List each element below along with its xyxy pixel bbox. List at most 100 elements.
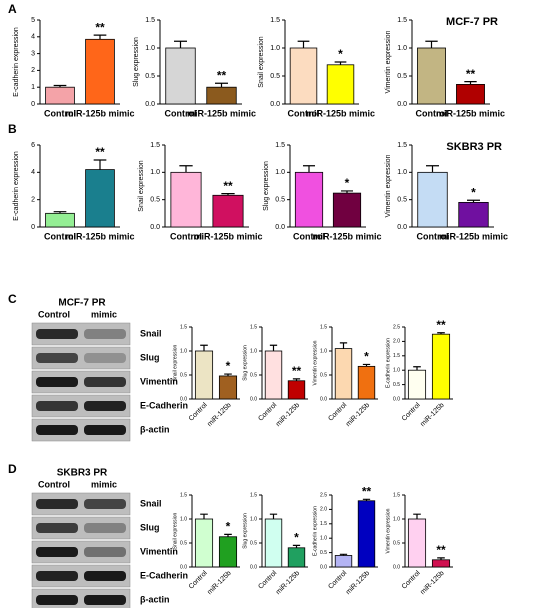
y-tick-label: 1.5	[397, 142, 407, 149]
bar	[417, 47, 446, 105]
y-tick-label: 1.0	[145, 45, 155, 52]
blot-band-label: E-Cadherin	[140, 570, 188, 580]
error-bar	[93, 34, 107, 40]
blot-strip	[31, 322, 131, 346]
y-axis-label: E-cadherin expression	[13, 27, 20, 97]
y-tick-label: 0.5	[397, 197, 407, 204]
blot-strip	[31, 346, 131, 370]
y-axis-label: E-cadherin expression	[385, 338, 391, 388]
significance: *	[294, 531, 299, 545]
blot-column: mimic	[91, 309, 117, 319]
y-tick-label: 0.0	[275, 224, 285, 231]
bar	[165, 47, 196, 105]
y-tick-label: 0.5	[320, 372, 327, 378]
y-axis-label: Vimentin expression	[385, 508, 391, 553]
x-tick-label: Control	[170, 231, 202, 241]
y-tick-label: 1.0	[250, 348, 257, 354]
blot-band	[36, 401, 78, 411]
error-bar	[174, 40, 187, 48]
y-tick-label: 2.0	[393, 339, 400, 345]
y-tick-label: 1.0	[397, 169, 407, 176]
error-bar	[464, 81, 477, 85]
blot-band	[84, 571, 126, 581]
blot-strip	[31, 516, 131, 540]
bar	[287, 380, 306, 400]
y-tick-label: 0.0	[393, 396, 400, 402]
y-tick-label: 0.5	[250, 372, 257, 378]
blot-column: Control	[38, 479, 70, 489]
bar	[45, 86, 75, 105]
y-tick-label: 0.0	[180, 396, 187, 402]
y-tick-label: 0.0	[150, 224, 160, 231]
error-bar	[302, 165, 316, 173]
x-tick-label: miR-125b mimic	[436, 108, 505, 118]
error-bar	[179, 165, 193, 173]
blot-band	[36, 499, 78, 509]
x-tick-label: Control	[257, 401, 278, 422]
error-bar	[339, 553, 348, 556]
y-tick-label: 0.0	[270, 101, 280, 108]
y-axis-label: Snail expression	[172, 512, 178, 549]
significance: *	[226, 520, 231, 534]
error-bar	[437, 557, 445, 560]
blot-band-label: Vimentin	[140, 376, 178, 386]
bar	[332, 192, 362, 228]
blot-band-label: Vimentin	[140, 546, 178, 556]
error-bar	[53, 84, 67, 88]
blot-band	[36, 595, 78, 605]
chart-title: SKBR3 PR	[446, 141, 502, 153]
y-tick-label: 6	[31, 142, 35, 149]
y-tick-label: 0.5	[180, 372, 187, 378]
y-tick-label: 1.0	[393, 368, 400, 374]
blot-band	[84, 401, 126, 411]
bar	[194, 518, 214, 568]
y-tick-label: 0.5	[180, 540, 187, 546]
x-tick-label: miR-125b	[275, 570, 301, 596]
y-tick-label: 1.5	[275, 142, 285, 149]
y-tick-label: 2.0	[320, 507, 327, 513]
x-tick-label: Control	[327, 569, 348, 590]
y-tick-label: 1.0	[275, 169, 285, 176]
error-bar	[362, 363, 371, 367]
bar	[264, 518, 283, 568]
bar	[287, 547, 306, 568]
y-tick-label: 0.5	[145, 73, 155, 80]
x-tick-label: Control	[327, 401, 348, 422]
blot-band-label: Slug	[140, 522, 160, 532]
y-axis-label: Slug expression	[263, 161, 270, 211]
y-tick-label: 1.5	[393, 492, 400, 498]
blot-band	[36, 425, 78, 435]
significance: **	[292, 364, 302, 378]
error-bar	[93, 159, 107, 170]
y-tick-label: 1.0	[180, 516, 187, 522]
x-tick-label: miR-125b mimic	[312, 231, 381, 241]
error-bar	[413, 366, 421, 371]
y-axis-label: Vimentin expression	[385, 30, 392, 93]
blot-band	[36, 547, 78, 557]
y-tick-label: 1.0	[150, 169, 160, 176]
y-tick-label: 1.0	[180, 348, 187, 354]
chart-title: MCF-7 PR	[446, 16, 498, 28]
y-tick-label: 1.5	[180, 492, 187, 498]
y-tick-label: 1.0	[250, 516, 257, 522]
error-bar	[340, 190, 354, 194]
bar	[458, 201, 489, 228]
x-tick-label: Control	[288, 108, 320, 118]
y-axis-label: Slug expression	[133, 37, 140, 87]
x-tick-label: miR-125b mimic	[306, 108, 375, 118]
y-tick-label: 0.0	[180, 564, 187, 570]
error-bar	[467, 199, 480, 203]
error-bar	[334, 61, 347, 65]
y-tick-label: 0.0	[393, 564, 400, 570]
bar	[206, 86, 237, 105]
significance: **	[217, 68, 227, 82]
y-tick-label: 1.0	[397, 45, 407, 52]
x-tick-label: Control	[293, 231, 325, 241]
blot-strip	[31, 418, 131, 442]
blot-band	[84, 353, 126, 363]
x-tick-label: miR-125b mimic	[439, 231, 508, 241]
y-tick-label: 1.0	[393, 516, 400, 522]
y-tick-label: 1.0	[320, 348, 327, 354]
y-tick-label: 1	[31, 84, 35, 91]
